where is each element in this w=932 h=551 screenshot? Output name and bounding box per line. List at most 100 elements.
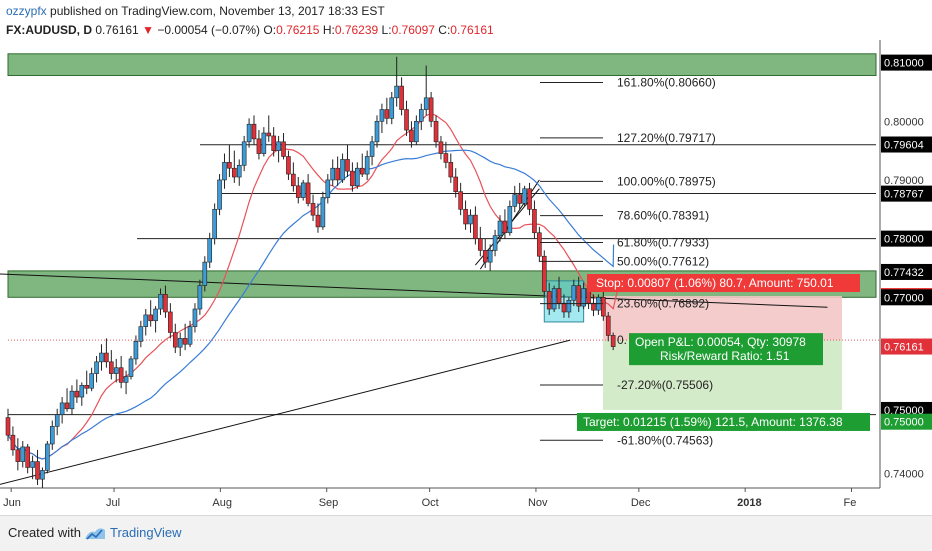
price-tick-label: 0.77000	[884, 292, 924, 304]
open-pnl-label: Open P&L: 0.00054, Qty: 30978	[635, 335, 806, 349]
publisher-username[interactable]: ozzypfx	[6, 4, 47, 18]
candle-body	[84, 385, 90, 389]
candle-body	[443, 153, 449, 163]
candle-body	[202, 261, 208, 286]
open-label: O:	[263, 23, 277, 37]
candle-body	[251, 123, 257, 140]
candle-body	[330, 167, 336, 181]
close-value: 0.76161	[450, 23, 494, 37]
candle-body	[158, 294, 163, 310]
candle-body	[104, 352, 109, 363]
candle-body	[320, 197, 326, 228]
candle-body	[315, 214, 321, 228]
candle-body	[571, 285, 577, 301]
candle-body	[448, 162, 454, 178]
uptrend-line	[0, 339, 571, 485]
tradingview-logo-icon[interactable]	[84, 524, 106, 542]
candle-body	[300, 182, 306, 198]
fib-level-label: -27.20%(0.75506)	[617, 378, 713, 392]
symbol-label: FX:AUDUSD, D	[6, 23, 92, 37]
candle-body	[172, 332, 178, 348]
candle-body	[591, 302, 596, 311]
candle-body	[561, 302, 567, 313]
price-tick-label: 0.78767	[884, 189, 924, 201]
price-chart[interactable]: 161.80%(0.80660) 127.20%(0.79717) 100.00%(…	[0, 0, 932, 515]
candle-body	[423, 97, 429, 110]
price-tick-label: 0.81000	[884, 58, 924, 70]
candle-body	[394, 85, 399, 99]
candle-body	[605, 315, 611, 336]
candle-body	[325, 179, 331, 198]
candle-body	[295, 185, 301, 198]
candle-body	[566, 299, 572, 313]
fib-level-label: 161.80%(0.80660)	[617, 76, 716, 90]
candle-body	[222, 162, 227, 181]
candle-body	[45, 443, 50, 471]
candle-body	[428, 97, 434, 122]
candle-body	[517, 194, 522, 204]
candle-body	[532, 208, 537, 234]
candle-body	[345, 159, 350, 172]
candle-body	[15, 449, 21, 462]
candle-body	[546, 291, 552, 310]
candle-body	[374, 120, 380, 143]
candle-body	[59, 402, 65, 415]
candle-body	[54, 414, 60, 427]
footer-bar: Created with TradingView	[0, 515, 932, 551]
candle-body	[310, 203, 316, 216]
candle-body	[217, 179, 222, 210]
candle-body	[487, 250, 493, 263]
candle-body	[522, 188, 527, 204]
candle-body	[399, 85, 404, 110]
time-tick-label: Sep	[319, 497, 339, 509]
candle-body	[40, 470, 45, 480]
candle-body	[478, 238, 483, 251]
candle-body	[177, 338, 183, 348]
candle-body	[64, 402, 70, 410]
price-tick-label: 0.78000	[884, 234, 924, 246]
fib-level-label: 61.80%(0.77933)	[617, 236, 709, 250]
candle-body	[463, 208, 468, 225]
candle-body	[79, 385, 85, 398]
price-tick-label: 0.77432	[884, 267, 924, 279]
candle-body	[359, 167, 365, 175]
candle-body	[281, 141, 286, 157]
candle-body	[94, 361, 99, 374]
time-tick-label: Fe	[844, 497, 857, 509]
candle-body	[458, 191, 463, 210]
candle-body	[497, 220, 503, 236]
candle-body	[138, 326, 144, 342]
candle-body	[507, 206, 513, 234]
tradingview-brand[interactable]: TradingView	[110, 525, 182, 540]
time-tick-label: Dec	[631, 497, 651, 509]
candle-body	[414, 120, 419, 143]
candle-body	[148, 314, 153, 322]
price-axis-tag	[881, 54, 932, 71]
high-value: 0.76239	[334, 23, 379, 37]
candle-body	[541, 255, 547, 292]
candle-body	[527, 188, 532, 210]
candle-body	[291, 173, 296, 187]
candle-body	[246, 123, 252, 143]
candle-body	[502, 220, 508, 234]
stop-label-box	[587, 274, 860, 293]
fib-level-label: 127.20%(0.79717)	[617, 131, 716, 145]
candle-body	[369, 141, 375, 157]
candle-body	[610, 335, 616, 347]
candle-body	[69, 390, 75, 410]
candle-body	[123, 376, 129, 383]
fib-level-label: 50.00%(0.77612)	[617, 254, 709, 268]
time-tick-label: Nov	[528, 497, 548, 509]
down-arrow-icon: ▼	[142, 23, 154, 37]
price-axis-tag	[881, 413, 932, 430]
target-label: Target: 0.01215 (1.59%) 121.5, Amount: 1…	[583, 415, 843, 429]
fib-level-label: 23.60%(0.76892)	[617, 297, 709, 311]
candle-body	[212, 208, 217, 239]
symbol-quote-line: FX:AUDUSD, D 0.76161 ▼ −0.00054 (−0.07%)…	[6, 22, 494, 39]
candle-body	[266, 132, 272, 137]
price-axis-tag	[881, 185, 932, 202]
candle-body	[482, 250, 488, 263]
price-axis-tag	[881, 230, 932, 247]
candle-body	[30, 461, 35, 468]
candle-body	[364, 156, 370, 175]
